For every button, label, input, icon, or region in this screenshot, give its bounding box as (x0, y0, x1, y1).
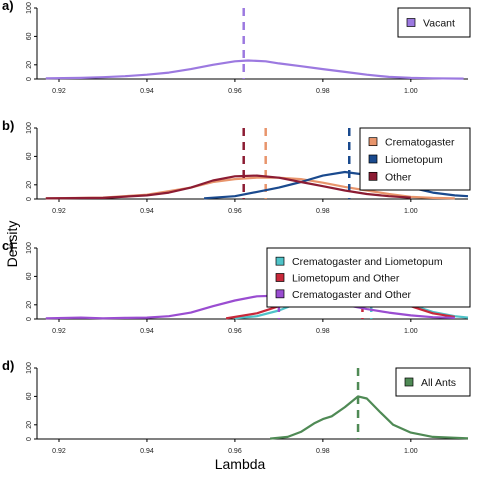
x-tick-label: 0.98 (316, 88, 330, 95)
y-tick-label: 60 (26, 392, 33, 400)
y-tick-label: 60 (26, 32, 33, 40)
panel-letter: a) (2, 0, 14, 13)
x-tick-label: 0.94 (140, 88, 154, 95)
panel-3: 0.92 0.94 0.96 0.98 1.00 0 20 60 100 Crematogaste… (2, 238, 471, 335)
density-curve-2-3 (45, 174, 411, 200)
legend-box (359, 127, 471, 191)
legend-swatch (275, 273, 285, 282)
legend-box (266, 247, 471, 308)
x-tick-label: 0.94 (140, 328, 154, 335)
y-tick-label: 20 (26, 301, 33, 309)
x-tick-label: 0.96 (228, 88, 242, 95)
x-tick-label: 1.00 (404, 88, 418, 95)
y-tick-label: 0 (26, 317, 33, 321)
legend-label: Other (385, 171, 412, 183)
y-tick-label: 100 (26, 2, 33, 14)
x-tick-label: 0.92 (52, 328, 66, 335)
panel-letter: d) (2, 358, 14, 373)
legend-label: Crematogaster and Other (292, 289, 412, 301)
x-tick-label: 0.92 (52, 448, 66, 455)
panels-group: 0.92 0.94 0.96 0.98 1.0002060100Vacanta)0.92… (2, 0, 471, 455)
x-tick-label: 0.92 (52, 208, 66, 215)
legend-swatch (275, 289, 285, 299)
legend-swatch (404, 377, 414, 387)
x-tick-label: 1.00 (404, 208, 418, 215)
x-tick-label: 0.98 (316, 448, 330, 455)
y-tick-label: 100 (26, 122, 33, 134)
y-tick-label: 20 (26, 61, 33, 69)
density-curve-2-1 (45, 176, 455, 200)
panel-1: 0.92 0.94 0.96 0.98 1.00 0 20 60 100 Vacant a) (2, 0, 471, 95)
y-axis-title: Density (4, 221, 20, 268)
y-tick-label: 20 (26, 421, 33, 429)
y-tick-label: 20 (26, 181, 33, 189)
y-tick-label: 60 (26, 272, 33, 280)
x-tick-label: 0.96 (228, 328, 242, 335)
legend-label: Liometopum (385, 154, 443, 166)
x-axis-title: Lambda (215, 456, 266, 472)
legend-swatch (368, 154, 378, 164)
y-tick-label: 0 (26, 437, 33, 441)
panel-4: 0.92 0.94 0.96 0.98 1.00 0 20 60 100 All Ants d) (2, 358, 471, 455)
density-curve-3-3 (45, 294, 455, 320)
legend-label: Vacant (423, 18, 455, 30)
x-tick-label: 0.96 (228, 208, 242, 215)
legend-label: All Ants (421, 377, 456, 389)
legend-swatch (368, 171, 378, 181)
x-tick-label: 0.94 (140, 448, 154, 455)
legend-swatch (275, 256, 285, 266)
density-curve-1-1 (45, 59, 464, 80)
y-tick-label: 60 (26, 152, 33, 160)
legend-label: Liometopum and Other (292, 273, 400, 285)
density-curve-2-2 (204, 170, 469, 200)
density-curve-4-1 (269, 395, 469, 440)
panel-letter: c) (2, 238, 14, 253)
x-tick-label: 0.98 (316, 328, 330, 335)
y-tick-label: 100 (26, 362, 33, 374)
legend-swatch (406, 18, 416, 27)
x-tick-label: 0.98 (316, 208, 330, 215)
panel-letter: b) (2, 118, 14, 133)
x-tick-label: 0.94 (140, 208, 154, 215)
legend-label: Crematogaster and Liometopum (292, 256, 443, 268)
x-tick-label: 0.92 (52, 88, 66, 95)
panel-2: 0.92 0.94 0.96 0.98 1.00 0 20 60 100 Crematogaste… (2, 118, 471, 215)
legend-swatch (368, 137, 378, 147)
x-tick-label: 0.96 (228, 448, 242, 455)
x-tick-label: 1.00 (404, 328, 418, 335)
legend-label: Crematogaster (385, 137, 455, 149)
y-tick-label: 0 (26, 197, 33, 201)
y-tick-label: 0 (26, 77, 33, 81)
x-tick-label: 1.00 (404, 448, 418, 455)
y-tick-label: 100 (26, 242, 33, 254)
